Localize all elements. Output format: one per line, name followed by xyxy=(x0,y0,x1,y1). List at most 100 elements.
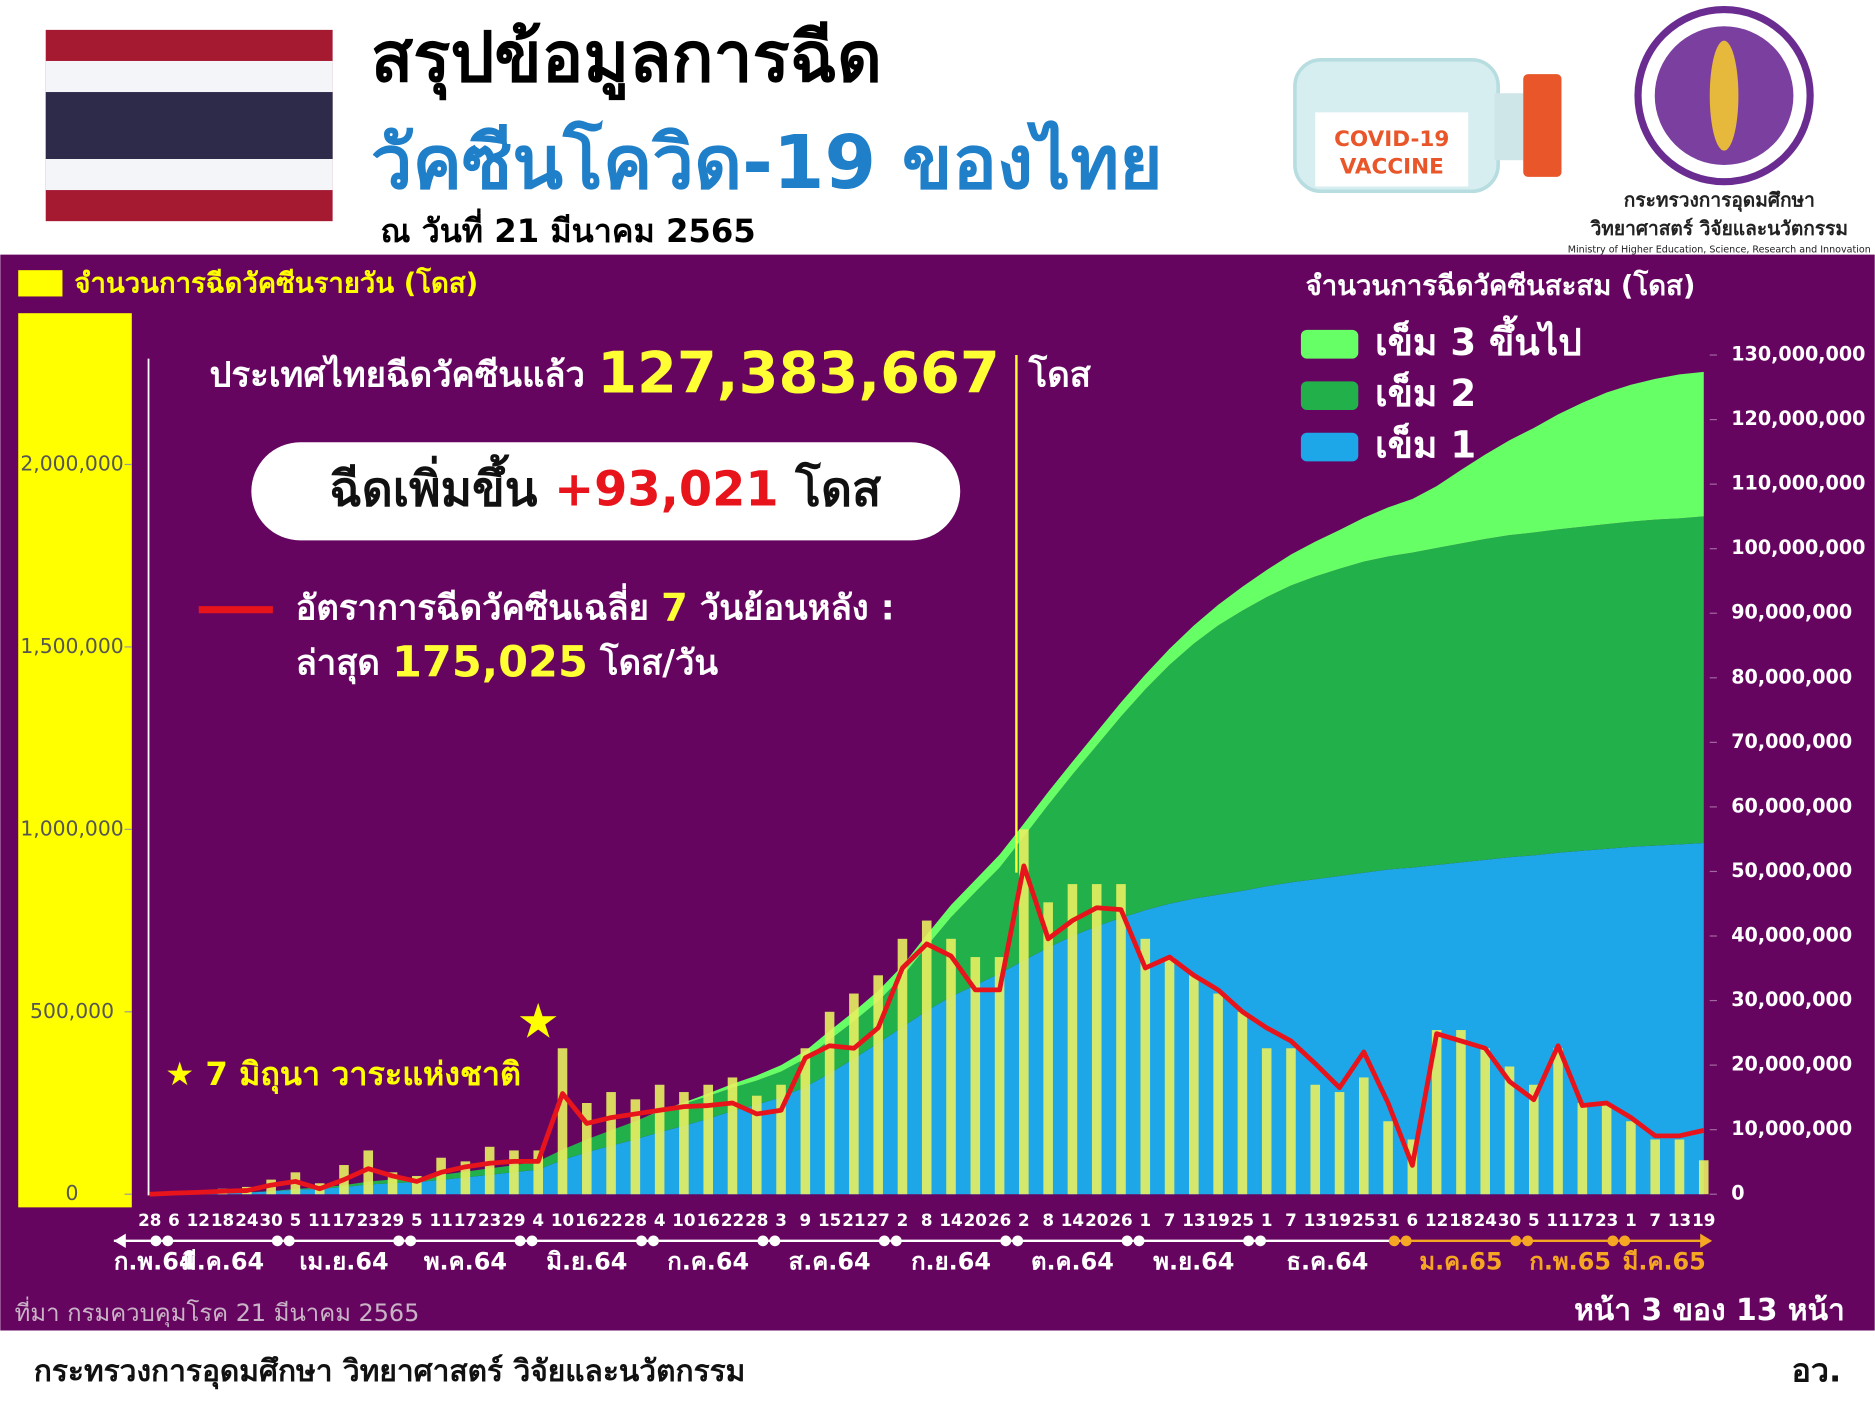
x-tick-label: 23 xyxy=(478,1210,501,1230)
bar xyxy=(800,1048,811,1195)
bar xyxy=(751,1095,762,1195)
bar xyxy=(509,1150,519,1195)
latest-unit: โดส/วัน xyxy=(599,642,718,684)
month-divider xyxy=(150,1235,162,1247)
month-divider xyxy=(1388,1235,1400,1247)
x-tick-label: 7 xyxy=(1649,1210,1661,1230)
bar xyxy=(630,1099,641,1195)
month-divider xyxy=(405,1235,417,1247)
bar xyxy=(776,1084,786,1195)
bottle-neck xyxy=(1494,93,1524,161)
bar xyxy=(824,1011,835,1195)
x-tick-label: 20 xyxy=(964,1210,987,1230)
bar xyxy=(921,920,932,1195)
month-label: มี.ค.65 xyxy=(1623,1247,1706,1275)
x-tick-label: 17 xyxy=(1571,1210,1594,1230)
month-label: ส.ค.64 xyxy=(789,1247,871,1275)
y2-tick-label: 90,000,000 xyxy=(1731,601,1852,624)
x-tick-label: 11 xyxy=(1546,1210,1569,1230)
summary-label: ประเทศไทยฉีดวัคซีนแล้ว xyxy=(209,354,585,396)
bar xyxy=(387,1172,398,1195)
legend-label: เข็ม 3 ขึ้นไป xyxy=(1375,315,1582,364)
month-divider xyxy=(648,1235,659,1247)
bar xyxy=(1456,1030,1466,1195)
bar xyxy=(1019,829,1029,1195)
legend-swatch xyxy=(18,270,63,297)
bar xyxy=(873,975,883,1195)
x-tick-label: 23 xyxy=(1595,1210,1618,1230)
month-divider xyxy=(526,1235,538,1247)
month-label: ก.พ.65 xyxy=(1529,1247,1611,1275)
month-label: พ.ค.64 xyxy=(424,1247,507,1275)
x-tick-label: 17 xyxy=(332,1210,355,1230)
legend-days: 7 xyxy=(661,585,688,630)
bar xyxy=(946,938,956,1195)
x-tick-label: 13 xyxy=(1668,1210,1691,1230)
x-tick-label: 19 xyxy=(1692,1210,1715,1230)
title: สรุปข้อมูลการฉีด xyxy=(371,18,882,101)
summary-unit: โดส xyxy=(1028,354,1092,396)
month-divider xyxy=(878,1235,890,1247)
y2-tick-label: 100,000,000 xyxy=(1731,536,1865,559)
x-tick-label: 25 xyxy=(1231,1210,1254,1230)
ministry-logo: กระทรวงการอุดมศึกษา วิทยาศาสตร์ วิจัยและ… xyxy=(1568,5,1871,255)
legend-swatch xyxy=(1300,432,1359,462)
y2-tick-label: 110,000,000 xyxy=(1731,472,1865,495)
x-tick-label: 3 xyxy=(775,1210,787,1230)
y-tick-label: 2,000,000 xyxy=(20,451,123,475)
x-tick-label: 31 xyxy=(1376,1210,1399,1230)
logo-text: กระทรวงการอุดมศึกษา xyxy=(1624,188,1815,212)
month-divider xyxy=(283,1235,295,1247)
line xyxy=(149,863,1705,1197)
bar xyxy=(1431,1030,1442,1195)
latest-label: ล่าสุด xyxy=(296,644,380,685)
month-divider xyxy=(393,1235,405,1247)
increase-label: ฉีดเพิ่มขึ้น xyxy=(329,454,538,518)
bar xyxy=(970,957,981,1195)
month-divider xyxy=(1619,1235,1631,1247)
month-label: เม.ย.64 xyxy=(299,1247,388,1275)
x-tick-label: 28 xyxy=(624,1210,647,1230)
x-tick-label: 5 xyxy=(411,1210,423,1230)
bar xyxy=(484,1146,495,1195)
x-tick-label: 14 xyxy=(939,1210,962,1230)
x-tick-label: 8 xyxy=(1042,1210,1054,1230)
bar xyxy=(679,1092,689,1195)
x-tick-label: 28 xyxy=(138,1210,161,1230)
y2-tick-label: 10,000,000 xyxy=(1731,1117,1852,1140)
month-divider xyxy=(514,1235,526,1247)
summary-total: 127,383,667 xyxy=(597,339,1000,406)
star: ★ xyxy=(517,994,560,1049)
month-label: พ.ย.64 xyxy=(1153,1247,1234,1275)
x-tick-label: 19 xyxy=(1328,1210,1351,1230)
footer-abbr: อว. xyxy=(1791,1351,1841,1389)
footer-ministry: กระทรวงการอุดมศึกษา วิทยาศาสตร์ วิจัยและ… xyxy=(34,1354,746,1389)
x-tick-label: 7 xyxy=(1164,1210,1176,1230)
summary-text: ประเทศไทยฉีดวัคซีนแล้ว 127,383,667 โดส xyxy=(209,339,1091,406)
x-axis: 28 6 12 18 24 30 5 11 17 23 29 5 11 17 23 29 4 10 16 22 28 4 1… xyxy=(113,1210,1715,1275)
x-tick-label: 4 xyxy=(532,1210,544,1230)
legend-swatch xyxy=(1300,381,1359,411)
x-tick-label: 21 xyxy=(842,1210,865,1230)
x-tick-label: 11 xyxy=(308,1210,331,1230)
month-label: มี.ค.64 xyxy=(181,1247,264,1275)
x-tick-label: 16 xyxy=(697,1210,720,1230)
bar xyxy=(1480,1048,1491,1195)
x-tick-label: 19 xyxy=(1206,1210,1229,1230)
y2-tick-label: 30,000,000 xyxy=(1731,988,1852,1011)
month-divider xyxy=(162,1235,174,1247)
source: ที่มา กรมควบคุมโรค 21 มีนาคม 2565 xyxy=(15,1296,420,1327)
x-tick-label: 13 xyxy=(1182,1210,1205,1230)
x-tick-label: 18 xyxy=(211,1210,234,1230)
y2-tick-label: 50,000,000 xyxy=(1731,859,1852,882)
bar xyxy=(606,1092,616,1195)
x-tick-label: 1 xyxy=(1139,1210,1151,1230)
month-label: ก.พ.64 xyxy=(114,1247,196,1275)
bar xyxy=(1626,1121,1636,1195)
bar xyxy=(1529,1084,1539,1195)
bar xyxy=(533,1150,544,1195)
bar xyxy=(727,1077,738,1195)
plot-area: 0 500,000 1,000,000 1,500,000 2,000,000 0 10,0… xyxy=(20,343,1865,1206)
date: ณ วันที่ 21 มีนาคม 2565 xyxy=(380,208,755,250)
